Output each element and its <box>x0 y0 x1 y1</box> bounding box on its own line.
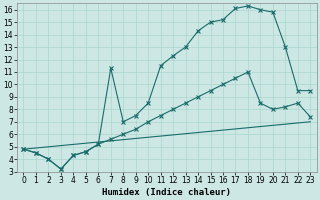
X-axis label: Humidex (Indice chaleur): Humidex (Indice chaleur) <box>102 188 231 197</box>
